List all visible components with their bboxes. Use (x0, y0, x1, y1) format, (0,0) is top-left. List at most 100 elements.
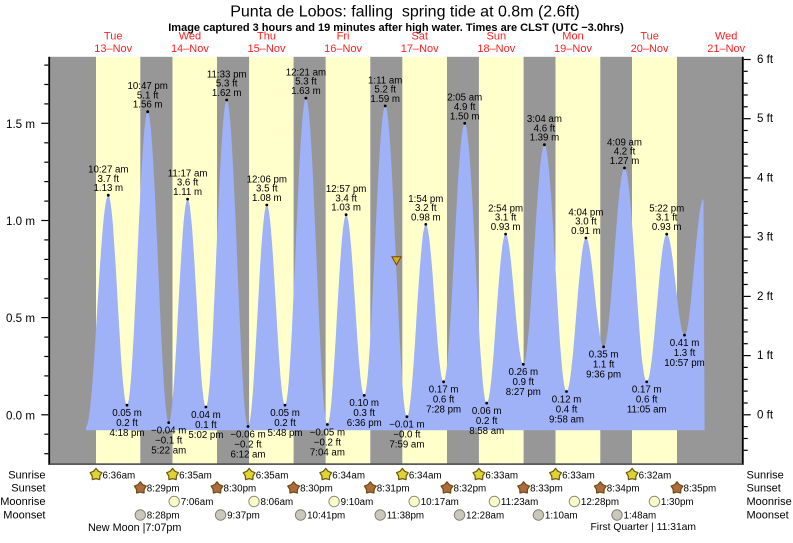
svg-text:0.35 m: 0.35 m (589, 350, 619, 361)
svg-text:0.41 m: 0.41 m (670, 338, 700, 349)
svg-text:3.6 ft: 3.6 ft (177, 178, 199, 189)
svg-text:Wed: Wed (179, 31, 201, 43)
svg-text:3.4 ft: 3.4 ft (335, 193, 357, 204)
svg-text:21–Nov: 21–Nov (707, 43, 745, 55)
svg-text:Moonrise: Moonrise (0, 496, 45, 508)
svg-text:4:04 pm: 4:04 pm (568, 207, 603, 218)
svg-text:1:10am: 1:10am (545, 511, 578, 522)
svg-text:1.3 ft: 1.3 ft (674, 348, 696, 359)
svg-text:0.04 m: 0.04 m (191, 410, 221, 421)
svg-text:13–Nov: 13–Nov (94, 43, 132, 55)
svg-text:1.27 m: 1.27 m (610, 156, 640, 167)
svg-text:5.3 ft: 5.3 ft (216, 79, 238, 90)
svg-text:1.0 m: 1.0 m (6, 215, 35, 228)
svg-text:11:23am: 11:23am (501, 497, 538, 508)
svg-text:14–Nov: 14–Nov (171, 43, 209, 55)
svg-text:6:32am: 6:32am (639, 470, 672, 481)
svg-text:3.1 ft: 3.1 ft (495, 213, 517, 224)
svg-text:1:30pm: 1:30pm (661, 497, 694, 508)
svg-text:Tue: Tue (104, 31, 123, 43)
svg-text:8:30pm: 8:30pm (224, 484, 257, 495)
svg-text:18–Nov: 18–Nov (477, 43, 515, 55)
svg-text:−0.06 m: −0.06 m (230, 429, 265, 440)
svg-text:Fri: Fri (337, 31, 350, 43)
svg-text:7:04 am: 7:04 am (310, 447, 345, 458)
svg-text:6:33am: 6:33am (485, 470, 518, 481)
svg-text:10:47 pm: 10:47 pm (127, 81, 167, 92)
svg-text:0.1 ft: 0.1 ft (195, 420, 217, 431)
svg-text:1.03 m: 1.03 m (331, 203, 361, 214)
svg-text:Moonset: Moonset (3, 510, 45, 522)
svg-text:1.63 m: 1.63 m (291, 86, 321, 97)
svg-text:Thu: Thu (257, 31, 276, 43)
svg-text:10:17am: 10:17am (421, 497, 459, 508)
svg-text:6:33am: 6:33am (562, 470, 595, 481)
svg-text:4:09 am: 4:09 am (607, 137, 642, 148)
svg-text:6:36am: 6:36am (103, 470, 136, 481)
svg-text:New Moon |7:07pm: New Moon |7:07pm (88, 522, 181, 534)
svg-text:−0.1 ft: −0.1 ft (155, 435, 183, 446)
svg-text:0 ft: 0 ft (757, 408, 774, 421)
svg-text:0.05 m: 0.05 m (112, 408, 142, 419)
svg-text:0.91 m: 0.91 m (571, 226, 601, 237)
svg-text:11:38pm: 11:38pm (387, 511, 424, 522)
svg-text:3:04 am: 3:04 am (527, 114, 562, 125)
svg-text:3.1 ft: 3.1 ft (656, 213, 678, 224)
svg-text:5.1 ft: 5.1 ft (137, 90, 159, 101)
svg-text:0.2 ft: 0.2 ft (476, 416, 498, 427)
svg-text:2 ft: 2 ft (757, 290, 774, 303)
svg-text:12:57 pm: 12:57 pm (326, 184, 366, 195)
svg-text:0.26 m: 0.26 m (508, 367, 538, 378)
svg-text:0.12 m: 0.12 m (552, 394, 582, 405)
svg-text:5.3 ft: 5.3 ft (295, 77, 317, 88)
svg-text:0.17 m: 0.17 m (429, 385, 459, 396)
svg-text:11:33 pm: 11:33 pm (207, 69, 247, 80)
svg-text:0.5 m: 0.5 m (6, 312, 35, 325)
svg-text:8:29pm: 8:29pm (147, 484, 180, 495)
svg-text:1.50 m: 1.50 m (450, 111, 480, 122)
svg-text:Sunset: Sunset (747, 483, 781, 495)
svg-text:8:06am: 8:06am (261, 497, 294, 508)
svg-text:0.98 m: 0.98 m (411, 212, 441, 223)
svg-text:1:48am: 1:48am (624, 511, 657, 522)
svg-text:Punta de Lobos: falling sprin: Punta de Lobos: falling spring tide at 0… (230, 4, 580, 21)
svg-text:−0.0 ft: −0.0 ft (393, 430, 421, 441)
svg-text:9:37pm: 9:37pm (227, 511, 260, 522)
svg-text:−0.04 m: −0.04 m (151, 425, 186, 436)
svg-text:12:06 pm: 12:06 pm (247, 174, 287, 185)
svg-text:8:31pm: 8:31pm (377, 484, 410, 495)
svg-text:6:36 pm: 6:36 pm (347, 418, 382, 429)
svg-text:1.1 ft: 1.1 ft (593, 360, 615, 371)
svg-text:0.93 m: 0.93 m (491, 222, 521, 233)
svg-text:0.2 ft: 0.2 ft (274, 418, 296, 429)
svg-text:−0.05 m: −0.05 m (310, 427, 345, 438)
svg-text:0.93 m: 0.93 m (652, 222, 682, 233)
svg-text:0.10 m: 0.10 m (349, 398, 379, 409)
svg-text:0.6 ft: 0.6 ft (433, 395, 455, 406)
svg-text:5 ft: 5 ft (757, 112, 774, 125)
svg-text:Tue: Tue (640, 31, 659, 43)
svg-text:0.4 ft: 0.4 ft (556, 404, 578, 415)
svg-text:−0.01 m: −0.01 m (389, 420, 424, 431)
svg-text:5:22 am: 5:22 am (151, 445, 186, 456)
svg-text:Moonset: Moonset (747, 510, 789, 522)
svg-text:4 ft: 4 ft (757, 171, 774, 184)
svg-text:9:58 am: 9:58 am (549, 414, 584, 425)
svg-text:1.39 m: 1.39 m (530, 133, 560, 144)
svg-text:12:28am: 12:28am (466, 511, 504, 522)
svg-text:7:06am: 7:06am (181, 497, 214, 508)
svg-text:9:36 pm: 9:36 pm (586, 370, 621, 381)
svg-text:3.0 ft: 3.0 ft (575, 217, 597, 228)
svg-text:17–Nov: 17–Nov (401, 43, 439, 55)
svg-text:3.7 ft: 3.7 ft (98, 174, 120, 185)
svg-text:2:54 pm: 2:54 pm (488, 204, 523, 215)
svg-text:−0.2 ft: −0.2 ft (234, 439, 262, 450)
svg-text:11:05 am: 11:05 am (627, 405, 667, 416)
svg-text:Image captured 3 hours and 19: Image captured 3 hours and 19 minutes af… (168, 22, 624, 34)
svg-text:1:11 am: 1:11 am (368, 75, 402, 86)
svg-text:5:48 pm: 5:48 pm (267, 428, 302, 439)
svg-text:6:34am: 6:34am (332, 470, 365, 481)
svg-text:1.11 m: 1.11 m (173, 187, 202, 198)
svg-text:3.5 ft: 3.5 ft (256, 184, 278, 195)
svg-text:8:34pm: 8:34pm (607, 484, 640, 495)
